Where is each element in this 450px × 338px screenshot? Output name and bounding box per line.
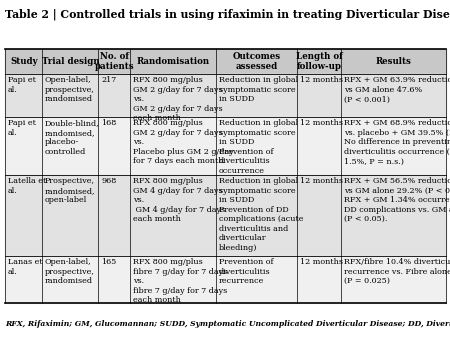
Text: Reduction in global
symptomatic score
in SUDD
Prevention of DD
complications (ac: Reduction in global symptomatic score in… — [219, 177, 303, 252]
Text: Randomisation: Randomisation — [137, 57, 210, 66]
Bar — [5, 74, 446, 117]
Text: Table 2 | Controlled trials in using rifaximin in treating Diverticular Disease: Table 2 | Controlled trials in using rif… — [5, 8, 450, 20]
Text: Reduction in global
symptomatic score
in SUDD: Reduction in global symptomatic score in… — [219, 76, 298, 103]
Text: Latella et
al.: Latella et al. — [8, 177, 46, 195]
Text: Prospective,
randomised,
open-label: Prospective, randomised, open-label — [45, 177, 95, 204]
Text: RFX/fibre 10.4% diverticulitis
recurrence vs. Fibre alone 19.3%
(P = 0.025): RFX/fibre 10.4% diverticulitis recurrenc… — [344, 258, 450, 285]
Bar — [5, 175, 446, 256]
Text: Papi et
al.: Papi et al. — [8, 119, 36, 137]
Text: Length of
follow-up: Length of follow-up — [296, 52, 342, 71]
Text: 12 months: 12 months — [300, 76, 342, 84]
Text: 217: 217 — [101, 76, 117, 84]
Text: Study: Study — [10, 57, 38, 66]
Text: 12 months: 12 months — [300, 258, 342, 266]
Text: Double-blind,
randomised,
placebo-
controlled: Double-blind, randomised, placebo- contr… — [45, 119, 99, 156]
Text: RFX 800 mg/plus
GM 4 g/day for 7 days
vs.
 GM 4 g/day for 7 days
each month: RFX 800 mg/plus GM 4 g/day for 7 days vs… — [133, 177, 225, 223]
Text: Open-label,
prospective,
randomised: Open-label, prospective, randomised — [45, 76, 94, 103]
Text: No. of
patients: No. of patients — [94, 52, 134, 71]
Text: 168: 168 — [101, 119, 117, 127]
Text: RFX 800 mg/plus
GM 2 g/day for 7 days
vs.
Placebo plus GM 2 g/day
for 7 days eac: RFX 800 mg/plus GM 2 g/day for 7 days vs… — [133, 119, 234, 165]
Text: Prevention of
diverticulitis
recurrence: Prevention of diverticulitis recurrence — [219, 258, 273, 285]
Bar — [5, 256, 446, 303]
Text: RFX + GM 56.5% reduction score
vs GM alone 29.2% (P < 0.001).
RFX + GM 1.34% occ: RFX + GM 56.5% reduction score vs GM alo… — [344, 177, 450, 223]
Text: Reduction in global
symptomatic score
in SUDD
Prevention of
diverticulitis
occur: Reduction in global symptomatic score in… — [219, 119, 298, 175]
Text: Trial design: Trial design — [41, 57, 99, 66]
Text: 165: 165 — [101, 258, 117, 266]
Text: RFX 800 mg/plus
fibre 7 g/day for 7 days
vs.
fibre 7 g/day for 7 days
each month: RFX 800 mg/plus fibre 7 g/day for 7 days… — [133, 258, 227, 304]
Text: 12 months: 12 months — [300, 177, 342, 185]
Text: Results: Results — [376, 57, 412, 66]
Text: RFX + GM 63.9% reduction score
vs GM alone 47.6%
(P < 0.001): RFX + GM 63.9% reduction score vs GM alo… — [344, 76, 450, 103]
Text: 12 months: 12 months — [300, 119, 342, 127]
Text: RFX, Rifaximin; GM, Glucomannan; SUDD, Symptomatic Uncomplicated Diverticular Di: RFX, Rifaximin; GM, Glucomannan; SUDD, S… — [5, 320, 450, 328]
Bar — [5, 117, 446, 175]
Text: 968: 968 — [101, 177, 117, 185]
Text: Open-label,
prospective,
randomised: Open-label, prospective, randomised — [45, 258, 94, 285]
Text: RFX + GM 68.9% reduction score
vs. placebo + GM 39.5% (P = 0.001).
No difference: RFX + GM 68.9% reduction score vs. place… — [344, 119, 450, 165]
Text: Outcomes
assessed: Outcomes assessed — [233, 52, 281, 71]
Text: RFX 800 mg/plus
GM 2 g/day for 7 days
vs.
GM 2 g/day for 7 days
each month: RFX 800 mg/plus GM 2 g/day for 7 days vs… — [133, 76, 223, 122]
Text: Lanas et
al.: Lanas et al. — [8, 258, 43, 276]
Bar — [5, 49, 446, 74]
Text: Papi et
al.: Papi et al. — [8, 76, 36, 94]
